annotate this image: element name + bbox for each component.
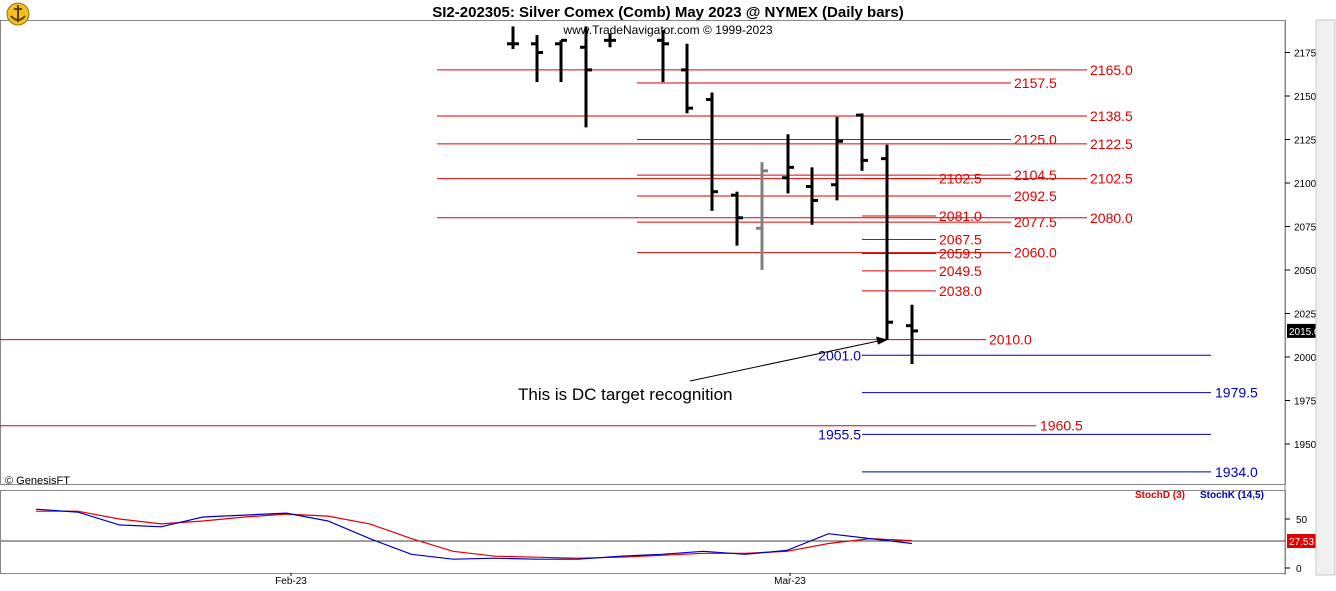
ohlc-bar — [580, 26, 592, 128]
red-level-label: 2102.5 — [1090, 171, 1133, 187]
annotation-text: This is DC target recognition — [518, 385, 732, 404]
red-level-label: 2060.0 — [1014, 245, 1057, 261]
vertical-scrollbar[interactable] — [1315, 19, 1336, 576]
ohlc-bar — [831, 116, 843, 201]
y-tick-label: 2050.0 — [1294, 266, 1325, 277]
y-tick-label: 1950.0 — [1294, 440, 1325, 451]
red-level-label: 2157.5 — [1014, 75, 1057, 91]
levels-layer: 2165.0 2157.5 2138.5 2125.0 2122.5 2104.5 2102… — [0, 62, 1258, 480]
ohlc-bar — [856, 113, 868, 171]
y-tick-label: 1975.0 — [1294, 397, 1325, 408]
stoch-y-tick-label: 50 — [1296, 515, 1308, 526]
red-level-label: 2104.5 — [1014, 167, 1057, 183]
stoch-value-label: 27.53 — [1289, 537, 1314, 548]
blue-level-label: 1934.0 — [1215, 464, 1258, 480]
stochastic-pane: StochD (3) StochK (14,5) 0 50 27.53 — [1, 490, 1317, 575]
red-level-label: 2077.5 — [1014, 214, 1057, 230]
red-level-label: 2067.5 — [939, 232, 982, 248]
red-level-label: 2122.5 — [1090, 136, 1133, 152]
stoch-series-line — [35, 508, 913, 560]
red-level-label: 2165.0 — [1090, 62, 1133, 78]
chart-subtitle: www.TradeNavigator.com © 1999-2023 — [562, 23, 772, 37]
ohlc-bar — [731, 191, 743, 246]
red-level-label: 2038.0 — [939, 283, 982, 299]
copyright-label: © GenesisFT — [5, 475, 70, 487]
red-level-label: 2125.0 — [1014, 132, 1057, 148]
red-level-label: 2102.5 — [939, 171, 982, 187]
chart-title: SI2-202305: Silver Comex (Comb) May 2023… — [432, 4, 903, 21]
y-tick-label: 2100.0 — [1294, 179, 1325, 190]
red-level-label: 2092.5 — [1014, 188, 1057, 204]
red-level-label: 2081.0 — [939, 208, 982, 224]
logo — [6, 2, 30, 26]
blue-level-label: 1979.5 — [1215, 385, 1258, 401]
x-tick-label: Mar-23 — [774, 576, 806, 587]
stoch-value-badge — [1287, 534, 1317, 549]
red-level-label: 1960.5 — [1040, 418, 1083, 434]
ohlc-bar — [604, 33, 616, 48]
last-price-badge — [1287, 323, 1323, 338]
indicator-pane-frame — [0, 490, 1286, 574]
ohlc-bar — [507, 26, 519, 50]
y-tick-label: 2075.0 — [1294, 223, 1325, 234]
ohlc-bar — [906, 304, 918, 364]
red-level-label: 2059.5 — [939, 245, 982, 261]
legend-stochd: StochD (3) — [1135, 490, 1185, 501]
x-tick-label: Feb-23 — [275, 576, 307, 587]
ohlc-bar — [555, 38, 567, 83]
red-level-label: 2080.0 — [1090, 210, 1133, 226]
red-level-label: 2138.5 — [1090, 108, 1133, 124]
last-price-label: 2015.0 — [1289, 327, 1320, 338]
ohlc-bar — [806, 167, 818, 225]
ohlc-bar — [657, 29, 669, 83]
ohlc-bar — [681, 43, 693, 114]
ohlc-bar — [531, 35, 543, 83]
y-tick-label: 2025.0 — [1294, 310, 1325, 321]
blue-level-label: 1955.5 — [818, 426, 861, 442]
red-level-label: 2010.0 — [989, 332, 1032, 348]
price-axis: 1950.0 1975.0 2000.0 2025.0 2050.0 2075.0 2100… — [1285, 49, 1325, 451]
ohlc-bar — [782, 134, 794, 194]
bars-layer — [507, 26, 918, 364]
stoch-y-tick-label: 0 — [1296, 564, 1302, 575]
legend-stochk: StochK (14,5) — [1200, 490, 1264, 501]
y-tick-label: 2000.0 — [1294, 353, 1325, 364]
ohlc-bar — [881, 144, 893, 340]
annotation-arrowhead — [876, 336, 888, 345]
annotation-arrow — [689, 340, 881, 382]
y-tick-label: 2125.0 — [1294, 136, 1325, 147]
ohlc-bar — [706, 92, 718, 211]
ohlc-bar — [756, 162, 768, 270]
red-level-label: 2049.5 — [939, 263, 982, 279]
y-tick-label: 2150.0 — [1294, 92, 1325, 103]
y-tick-label: 2175.0 — [1294, 49, 1325, 60]
